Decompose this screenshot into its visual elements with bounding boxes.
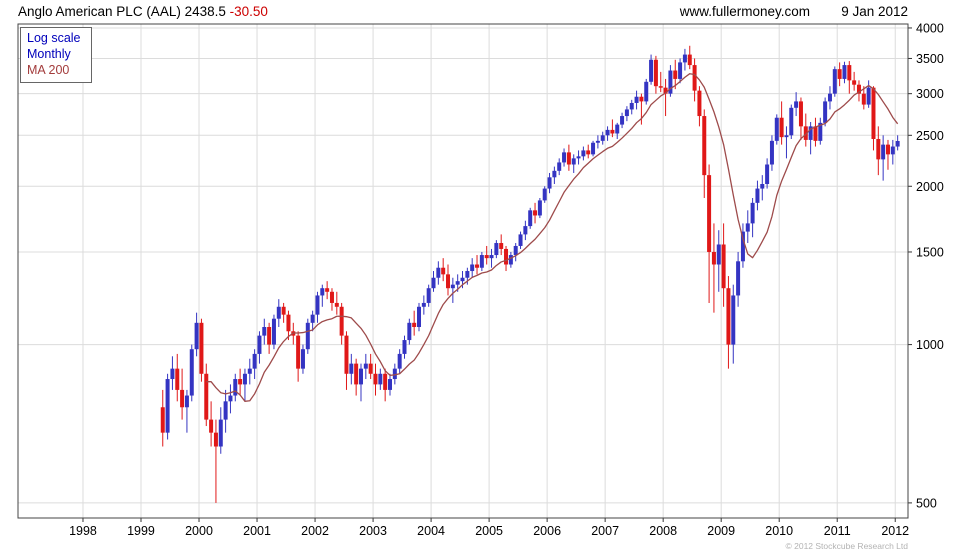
price-change: -30.50 <box>229 4 268 19</box>
legend-ma-200: MA 200 <box>27 63 70 77</box>
y-axis-tick-label: 3000 <box>916 87 944 101</box>
x-axis-tick-label: 2000 <box>185 524 213 538</box>
chart-header: Anglo American PLC (AAL) 2438.5 -30.50 w… <box>0 0 960 22</box>
date-text: 9 Jan 2012 <box>841 4 908 19</box>
x-axis-tick-label: 2006 <box>533 524 561 538</box>
candles <box>160 45 900 503</box>
instrument-title: Anglo American PLC (AAL) 2438.5 <box>18 4 226 19</box>
plot-border <box>17 23 909 519</box>
x-axis-tick-label: 2010 <box>765 524 793 538</box>
x-axis-tick-label: 2001 <box>243 524 271 538</box>
website-text: www.fullermoney.com <box>679 4 810 19</box>
y-axis-tick-label: 1500 <box>916 245 944 259</box>
copyright-text: © 2012 Stockcube Research Ltd <box>785 541 908 551</box>
x-axis-tick-label: 2005 <box>475 524 503 538</box>
legend-box: Log scale Monthly MA 200 <box>20 27 92 83</box>
x-axis-tick-label: 2008 <box>649 524 677 538</box>
y-axis-tick-label: 1000 <box>916 338 944 352</box>
x-axis-tick-label: 2003 <box>359 524 387 538</box>
x-axis-tick-label: 2011 <box>824 524 851 538</box>
legend-log-scale: Log scale <box>27 31 81 45</box>
grid-lines <box>18 24 908 518</box>
x-axis-tick-label: 2004 <box>417 524 445 538</box>
ma-200-line <box>206 73 899 402</box>
page-title: Anglo American PLC (AAL) 2438.5 -30.50 <box>18 4 268 19</box>
x-axis-tick-label: 1999 <box>127 524 155 538</box>
y-axis-tick-label: 4000 <box>916 21 944 35</box>
y-axis-tick-label: 500 <box>916 496 937 510</box>
x-axis-tick-label: 1998 <box>69 524 97 538</box>
x-axis-tick-label: 2009 <box>707 524 735 538</box>
x-axis-tick-label: 2002 <box>301 524 329 538</box>
y-axis-tick-label: 2500 <box>916 129 944 143</box>
x-axis-tick-label: 2012 <box>881 524 909 538</box>
x-axis-tick-label: 2007 <box>591 524 619 538</box>
y-axis-tick-label: 2000 <box>916 180 944 194</box>
y-axis-tick-label: 3500 <box>916 52 944 66</box>
legend-monthly: Monthly <box>27 47 71 61</box>
axis-labels: 500 1000 1500 2000 2500 3000 3500 4000 1998 1999 2… <box>69 21 944 538</box>
